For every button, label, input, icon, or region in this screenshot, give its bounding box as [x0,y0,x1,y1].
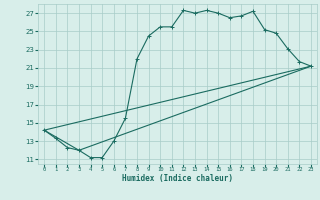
X-axis label: Humidex (Indice chaleur): Humidex (Indice chaleur) [122,174,233,183]
